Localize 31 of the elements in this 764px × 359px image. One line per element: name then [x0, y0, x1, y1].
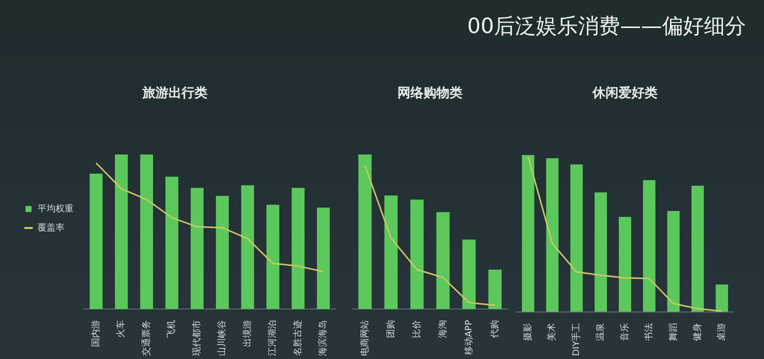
- x-tick-label: 飞机: [166, 320, 178, 338]
- x-tick-label: DIY手工: [570, 322, 582, 356]
- x-tick-label: 名胜古迹: [292, 320, 304, 356]
- x-tick-label: 移动APP: [463, 319, 474, 356]
- x-tick-label: 海滨海岛: [318, 320, 329, 356]
- legend-label: 平均权重: [38, 203, 74, 214]
- x-tick-label: 舞蹈: [668, 322, 679, 341]
- x-tick-label: 现代都市: [191, 320, 202, 356]
- x-tick-label: 火车: [116, 320, 127, 338]
- x-tick-label: 桌游: [716, 322, 728, 341]
- x-tick-label: 音乐: [619, 322, 630, 341]
- x-tick-label: 江河湖泊: [267, 320, 278, 356]
- chart-title: 旅游出行类: [142, 85, 208, 102]
- chart-title: 休闲爱好类: [592, 85, 658, 102]
- x-tick-label: 出境游: [242, 320, 253, 347]
- x-tick-label: 海淘: [437, 320, 448, 338]
- x-tick-label: 电商网站: [359, 320, 370, 356]
- legend-label: 覆盖率: [38, 222, 64, 234]
- x-tick-label: 摄影: [522, 322, 534, 341]
- x-tick-label: 代购: [489, 320, 500, 339]
- x-tick-label: 交通票务: [140, 320, 152, 356]
- x-tick-label: 温泉: [595, 322, 606, 341]
- x-tick-label: 山川峡谷: [216, 320, 228, 356]
- x-tick-label: 书法: [644, 322, 655, 341]
- x-tick-label: 国内游: [90, 320, 102, 347]
- x-tick-label: 健身: [692, 322, 704, 341]
- x-tick-label: 比价: [411, 320, 422, 338]
- x-tick-label: 团购: [385, 320, 396, 338]
- chart-title: 网络购物类: [398, 86, 462, 102]
- x-tick-label: 美术: [546, 322, 558, 341]
- text: 00后泛娱乐消费——偏好细分: [467, 13, 746, 40]
